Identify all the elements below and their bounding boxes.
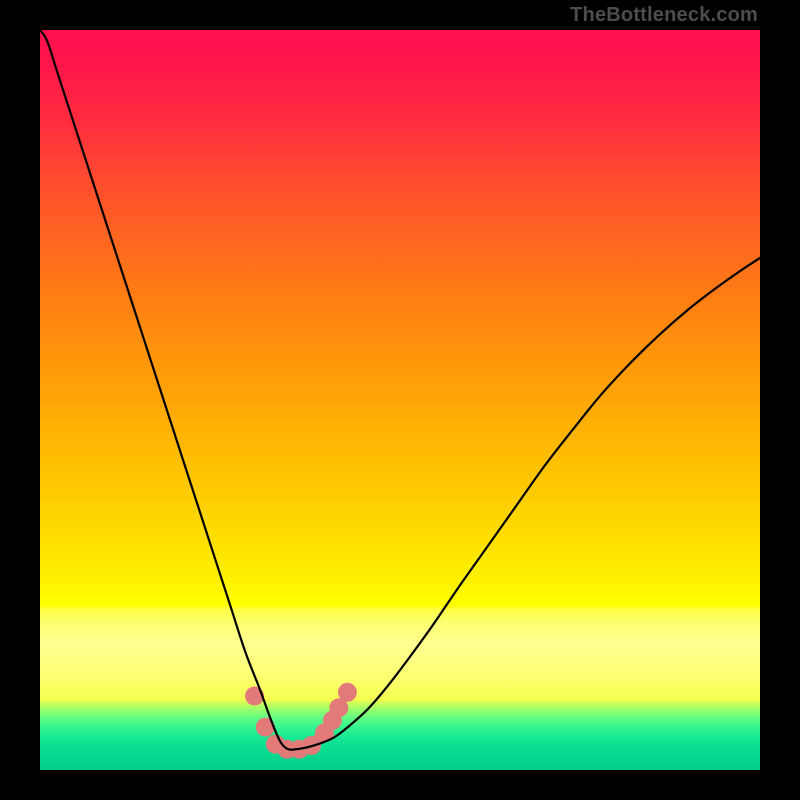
curve-layer <box>40 30 760 770</box>
bottleneck-curve <box>40 30 760 750</box>
watermark-text: TheBottleneck.com <box>570 4 758 27</box>
marker-dot <box>338 683 357 702</box>
chart-root: TheBottleneck.com <box>0 0 800 800</box>
plot-area <box>40 30 760 770</box>
